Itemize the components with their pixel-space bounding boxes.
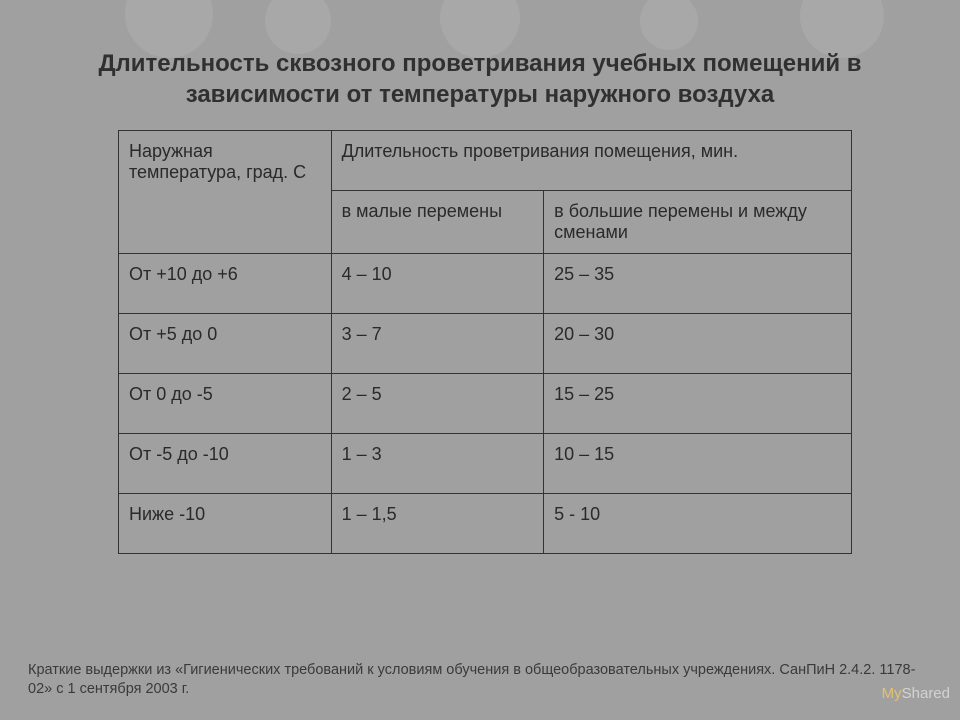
cell-temp: Ниже -10: [119, 494, 332, 554]
footnote: Краткие выдержки из «Гигиенических требо…: [28, 661, 932, 700]
cell-big: 10 – 15: [544, 434, 852, 494]
header-temp: Наружная температура, град. С: [119, 131, 332, 254]
header-small-break: в малые перемены: [331, 191, 544, 254]
cell-temp: От 0 до -5: [119, 374, 332, 434]
watermark: MyShared: [882, 685, 950, 702]
table-container: Наружная температура, град. С Длительнос…: [28, 130, 932, 554]
page-title: Длительность сквозного проветривания уче…: [28, 48, 932, 110]
cell-temp: От -5 до -10: [119, 434, 332, 494]
ventilation-table: Наружная температура, град. С Длительнос…: [118, 130, 852, 554]
cell-small: 4 – 10: [331, 254, 544, 314]
table-row: От +10 до +64 – 1025 – 35: [119, 254, 852, 314]
cell-small: 2 – 5: [331, 374, 544, 434]
table-row: От +5 до 03 – 720 – 30: [119, 314, 852, 374]
header-big-break: в большие перемены и между сменами: [544, 191, 852, 254]
cell-big: 20 – 30: [544, 314, 852, 374]
cell-big: 25 – 35: [544, 254, 852, 314]
table-row: От 0 до -52 – 515 – 25: [119, 374, 852, 434]
watermark-prefix: My: [882, 685, 902, 702]
cell-temp: От +5 до 0: [119, 314, 332, 374]
cell-big: 5 - 10: [544, 494, 852, 554]
table-header-row-1: Наружная температура, град. С Длительнос…: [119, 131, 852, 191]
cell-small: 1 – 3: [331, 434, 544, 494]
slide-content: Длительность сквозного проветривания уче…: [0, 0, 960, 554]
cell-small: 1 – 1,5: [331, 494, 544, 554]
cell-temp: От +10 до +6: [119, 254, 332, 314]
watermark-suffix: Shared: [902, 685, 950, 702]
table-row: От -5 до -101 – 310 – 15: [119, 434, 852, 494]
cell-big: 15 – 25: [544, 374, 852, 434]
header-duration: Длительность проветривания помещения, ми…: [331, 131, 851, 191]
cell-small: 3 – 7: [331, 314, 544, 374]
table-row: Ниже -101 – 1,55 - 10: [119, 494, 852, 554]
